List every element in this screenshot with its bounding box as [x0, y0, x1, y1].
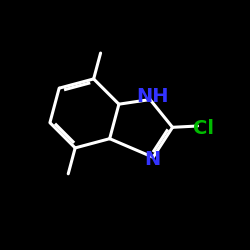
- Text: N: N: [144, 150, 160, 169]
- Text: NH: NH: [137, 87, 169, 106]
- Text: Cl: Cl: [194, 119, 214, 138]
